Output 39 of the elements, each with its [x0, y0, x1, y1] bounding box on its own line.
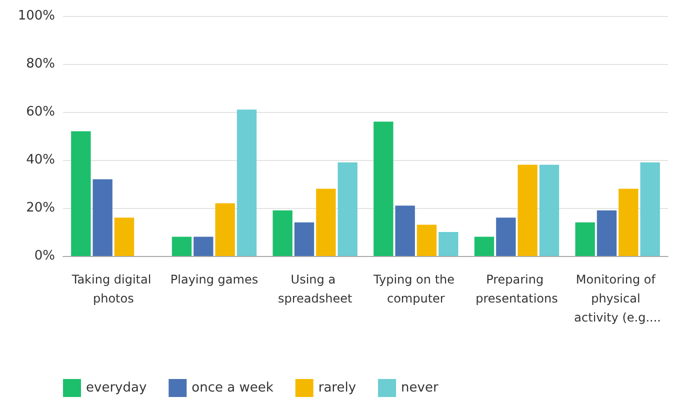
x-tick-label: Taking digital photos — [70, 272, 155, 306]
bar — [539, 164, 560, 256]
bar — [294, 222, 314, 256]
legend-label: once a week — [192, 380, 274, 396]
bar — [215, 203, 235, 256]
y-tick-label: 100% — [18, 8, 55, 24]
x-tick-label: Using a spreadsheet — [278, 272, 352, 306]
bar — [596, 210, 617, 256]
bar — [618, 188, 638, 256]
y-tick-label: 60% — [26, 104, 55, 120]
bar — [416, 224, 437, 256]
bar — [496, 218, 516, 256]
x-tick-label: Playing games — [170, 272, 258, 286]
bar — [316, 188, 336, 256]
bar — [194, 236, 214, 256]
y-tick-label: 80% — [26, 56, 55, 72]
legend-label: rarely — [318, 380, 356, 396]
bar — [374, 122, 394, 256]
bar — [172, 236, 192, 256]
x-tick-label: Monitoring of physical activity (e.g.... — [574, 272, 661, 324]
y-tick-label: 20% — [26, 200, 55, 216]
y-tick-label: 40% — [26, 152, 55, 168]
bar — [575, 222, 595, 256]
bar — [92, 179, 112, 256]
bar — [338, 162, 358, 256]
bar — [395, 206, 415, 256]
legend-label: everyday — [86, 380, 147, 396]
legend-label: never — [401, 380, 439, 396]
x-tick-label: Typing on the computer — [372, 272, 458, 306]
bar — [474, 236, 494, 256]
bar — [438, 232, 458, 256]
bar — [71, 131, 91, 256]
bar — [640, 162, 660, 256]
y-tick-label: 0% — [34, 248, 55, 264]
bar — [236, 110, 257, 256]
bar — [518, 164, 538, 256]
bar — [272, 210, 292, 256]
x-tick-label: Preparing presentations — [476, 272, 558, 306]
bar — [114, 218, 134, 256]
